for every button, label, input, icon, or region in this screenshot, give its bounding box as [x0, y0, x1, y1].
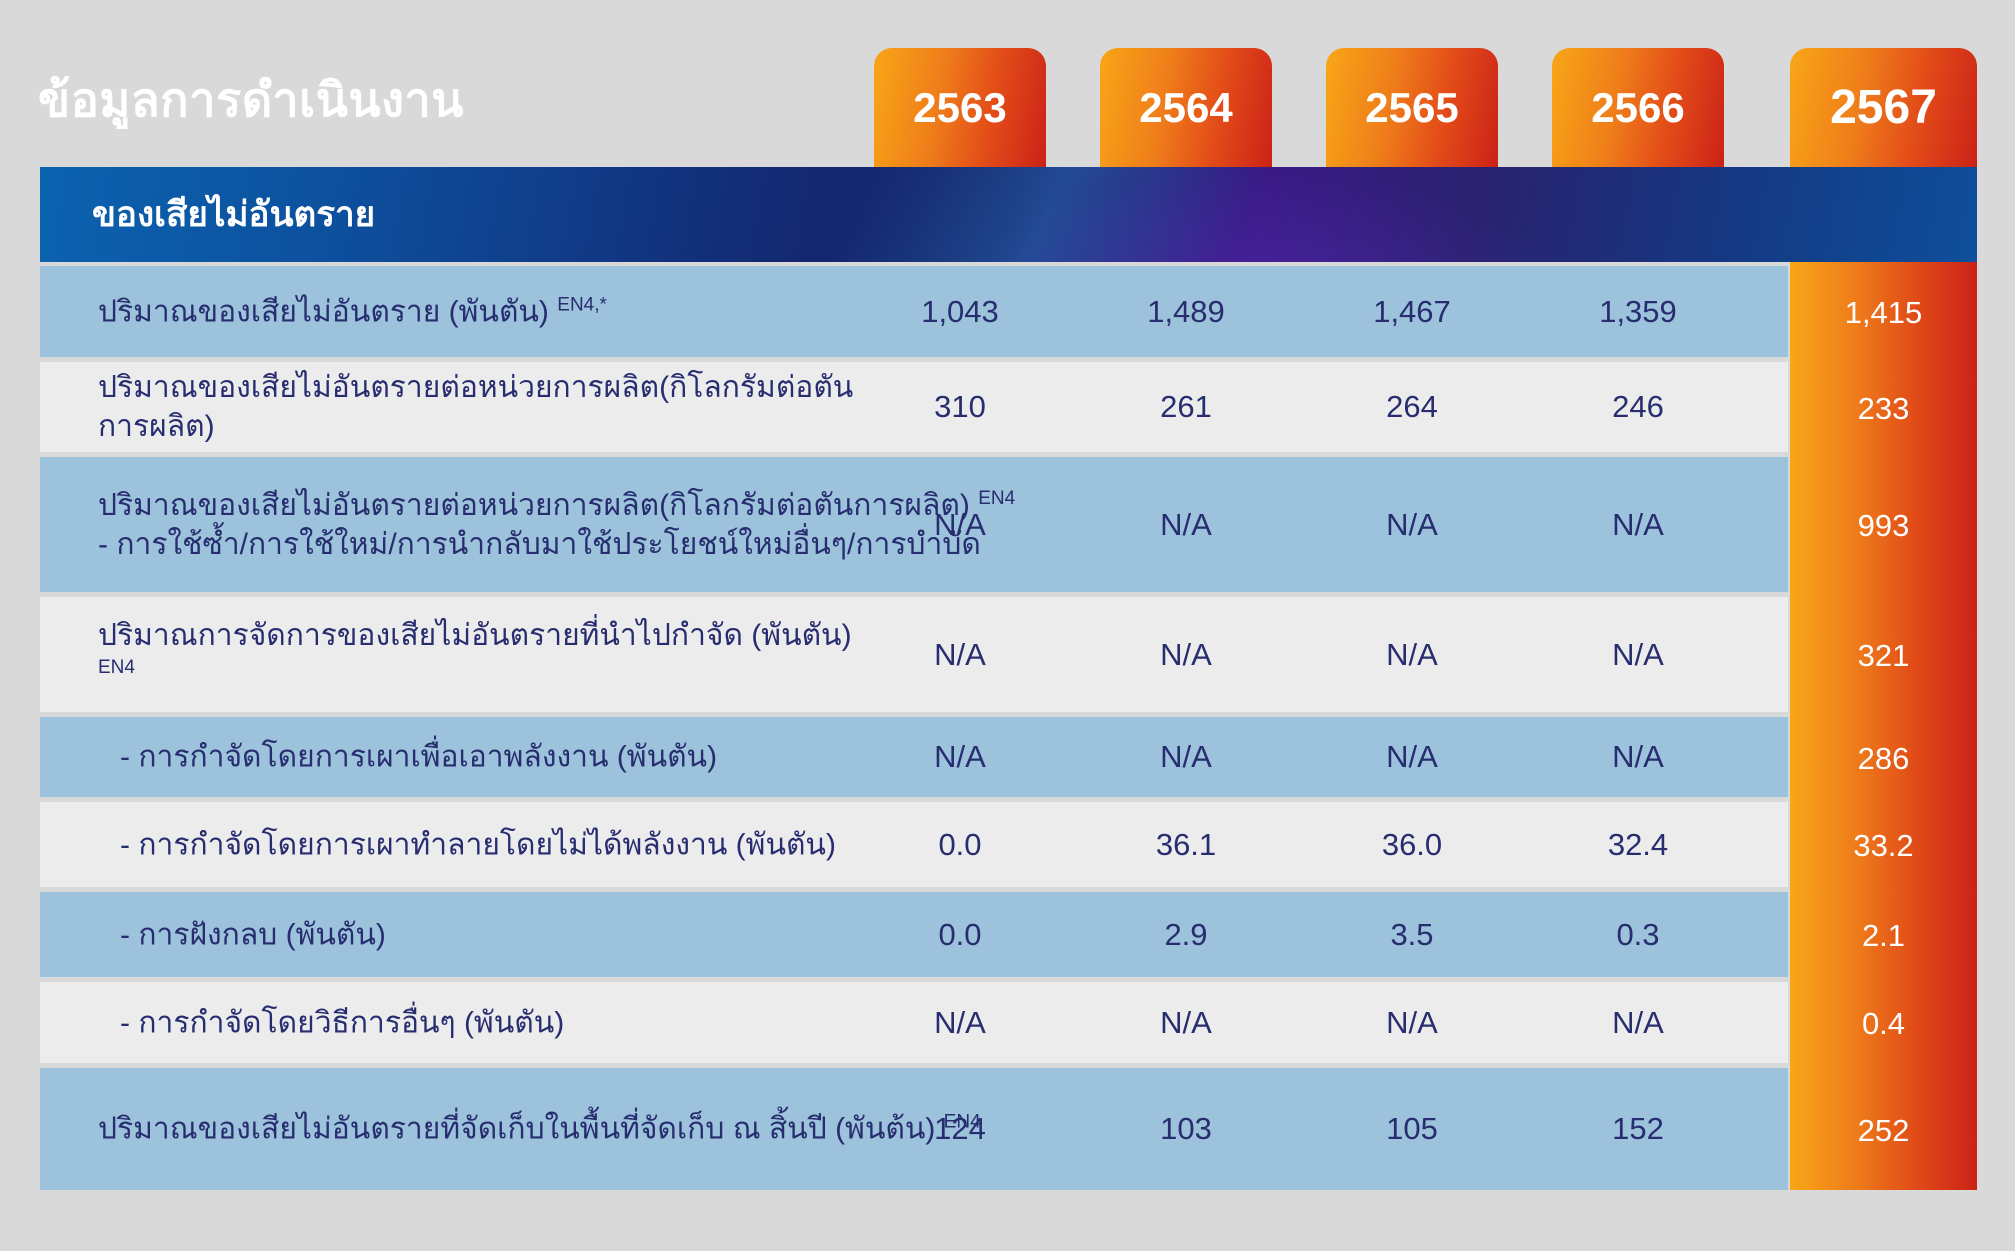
highlight-cell-value: 993: [1857, 508, 1910, 543]
cell-value: 105: [1386, 1111, 1438, 1146]
cell-value: N/A: [1386, 1004, 1438, 1040]
cell-value: N/A: [1160, 636, 1212, 672]
highlight-cell-value: 0.4: [1861, 1006, 1906, 1041]
cell-value: N/A: [934, 1004, 986, 1040]
section-title: ของเสียไม่อันตราย: [92, 195, 376, 234]
row-label-text: ปริมาณของเสียไม่อันตรายต่อหน่วยการผลิต(ก…: [98, 371, 854, 443]
row-label-text: - การกำจัดโดยการเผาเพื่อเอาพลังงาน (พันต…: [120, 740, 718, 774]
year-header-2563: 2563: [874, 48, 1046, 167]
table-row: - การกำจัดโดยการเผาทำลายโดยไม่ได้พลังงาน…: [40, 802, 1788, 887]
cell-value: N/A: [934, 506, 986, 542]
row-label-text: ปริมาณของเสียไม่อันตรายต่อหน่วยการผลิต(ก…: [98, 488, 970, 522]
cell-value: N/A: [1612, 636, 1664, 672]
year-header-2565: 2565: [1326, 48, 1498, 167]
highlight-cell-value: 33.2: [1853, 828, 1914, 863]
cell-value: N/A: [934, 636, 986, 672]
row-label: ปริมาณของเสียไม่อันตราย (พันตัน) EN4,*: [40, 292, 607, 331]
cell-value: 32.4: [1607, 826, 1669, 862]
highlight-cell-value: 321: [1857, 638, 1910, 673]
cell-value: N/A: [1386, 739, 1438, 774]
row-label-superscript: EN4: [943, 1111, 981, 1133]
cell-value: N/A: [1160, 1004, 1212, 1040]
cell-value: 246: [1612, 389, 1664, 424]
year-header-2564: 2564: [1100, 48, 1272, 167]
cell-value: 0.3: [1616, 916, 1660, 952]
cell-value: 261: [1160, 389, 1212, 424]
row-label: ปริมาณการจัดการของเสียไม่อันตรายที่นำไปก…: [40, 616, 858, 694]
page-title: ข้อมูลการดำเนินงาน: [38, 73, 464, 126]
row-label-superscript: EN4: [98, 656, 135, 678]
row-label-text: - การกำจัดโดยการเผาทำลายโดยไม่ได้พลังงาน…: [120, 828, 836, 861]
row-label: ปริมาณของเสียไม่อันตรายที่จัดเก็บในพื้นท…: [40, 1110, 981, 1149]
cell-value: N/A: [1612, 739, 1664, 774]
cell-value: 3.5: [1390, 916, 1434, 952]
table-row: - การกำจัดโดยวิธีการอื่นๆ (พันตัน) N/A N…: [40, 982, 1788, 1063]
highlight-cell-value: 286: [1857, 741, 1910, 776]
highlight-cell-value: 1,415: [1844, 295, 1923, 330]
cell-value: 310: [934, 389, 986, 424]
cell-value: 124: [934, 1111, 986, 1146]
table-row: ปริมาณของเสียไม่อันตรายที่จัดเก็บในพื้นท…: [40, 1068, 1788, 1190]
cell-value: 2.9: [1164, 916, 1208, 952]
highlight-cell-value: 252: [1857, 1113, 1910, 1148]
row-label: - การฝังกลบ (พันตัน): [40, 915, 386, 954]
cell-value: N/A: [1386, 506, 1438, 542]
cell-value: 1,489: [1147, 293, 1225, 329]
row-label: - การกำจัดโดยการเผาเพื่อเอาพลังงาน (พันต…: [40, 738, 717, 777]
row-label-text: ปริมาณการจัดการของเสียไม่อันตรายที่นำไปก…: [98, 618, 852, 652]
cell-value: 152: [1612, 1111, 1664, 1146]
cell-value: N/A: [1160, 739, 1212, 774]
cell-value: 36.1: [1155, 826, 1217, 862]
cell-value: N/A: [1612, 1004, 1664, 1040]
cell-value: N/A: [1612, 506, 1664, 542]
table-row: - การฝังกลบ (พันตัน) 0.0 2.9 3.5 0.3: [40, 892, 1788, 977]
table-row: - การกำจัดโดยการเผาเพื่อเอาพลังงาน (พันต…: [40, 717, 1788, 797]
cell-value: 36.0: [1381, 826, 1443, 862]
row-label-text: - การกำจัดโดยวิธีการอื่นๆ (พันตัน): [120, 1006, 565, 1039]
cell-value: N/A: [1160, 506, 1212, 542]
cell-value: 0.0: [938, 826, 982, 862]
row-label-superscript: EN4: [978, 487, 1016, 509]
row-label-text: ปริมาณของเสียไม่อันตรายที่จัดเก็บในพื้นท…: [98, 1112, 936, 1146]
row-label-text: - การฝังกลบ (พันตัน): [120, 918, 386, 951]
highlight-cell-value: 2.1: [1861, 918, 1906, 953]
row-label: ปริมาณของเสียไม่อันตรายต่อหน่วยการผลิต(ก…: [40, 486, 1015, 564]
row-label: ปริมาณของเสียไม่อันตรายต่อหน่วยการผลิต(ก…: [40, 368, 858, 446]
row-label-text: ปริมาณของเสียไม่อันตราย (พันตัน): [98, 295, 549, 328]
cell-value: 0.0: [938, 916, 982, 952]
row-label: - การกำจัดโดยการเผาทำลายโดยไม่ได้พลังงาน…: [40, 825, 836, 864]
table-row: ปริมาณของเสียไม่อันตรายต่อหน่วยการผลิต(ก…: [40, 457, 1788, 592]
cell-value: 264: [1386, 389, 1438, 424]
year-header-2567-highlight: 2567: [1790, 48, 1977, 167]
cell-value: 1,043: [921, 293, 999, 329]
cell-value: N/A: [1386, 636, 1438, 672]
row-label-line2: - การใช้ซ้ำ/การใช้ใหม่/การนำกลับมาใช้ประ…: [98, 527, 981, 561]
table-row: ปริมาณการจัดการของเสียไม่อันตรายที่นำไปก…: [40, 597, 1788, 712]
table-row: ปริมาณของเสียไม่อันตราย (พันตัน) EN4,* 1…: [40, 266, 1788, 357]
section-header-band: ของเสียไม่อันตราย: [40, 167, 1977, 262]
row-label-superscript: EN4,*: [557, 294, 607, 315]
table-row: ปริมาณของเสียไม่อันตรายต่อหน่วยการผลิต(ก…: [40, 362, 1788, 452]
cell-value: 1,359: [1599, 293, 1677, 329]
highlight-cell-value: 233: [1857, 391, 1910, 426]
cell-value: 1,467: [1373, 293, 1451, 329]
cell-value: 103: [1160, 1111, 1212, 1146]
row-label: - การกำจัดโดยวิธีการอื่นๆ (พันตัน): [40, 1003, 564, 1042]
highlight-column-2567: 1,415 233 993 321 286 33.2 2.1 0.4 252: [1790, 262, 1977, 1190]
year-header-2566: 2566: [1552, 48, 1724, 167]
cell-value: N/A: [934, 739, 986, 774]
